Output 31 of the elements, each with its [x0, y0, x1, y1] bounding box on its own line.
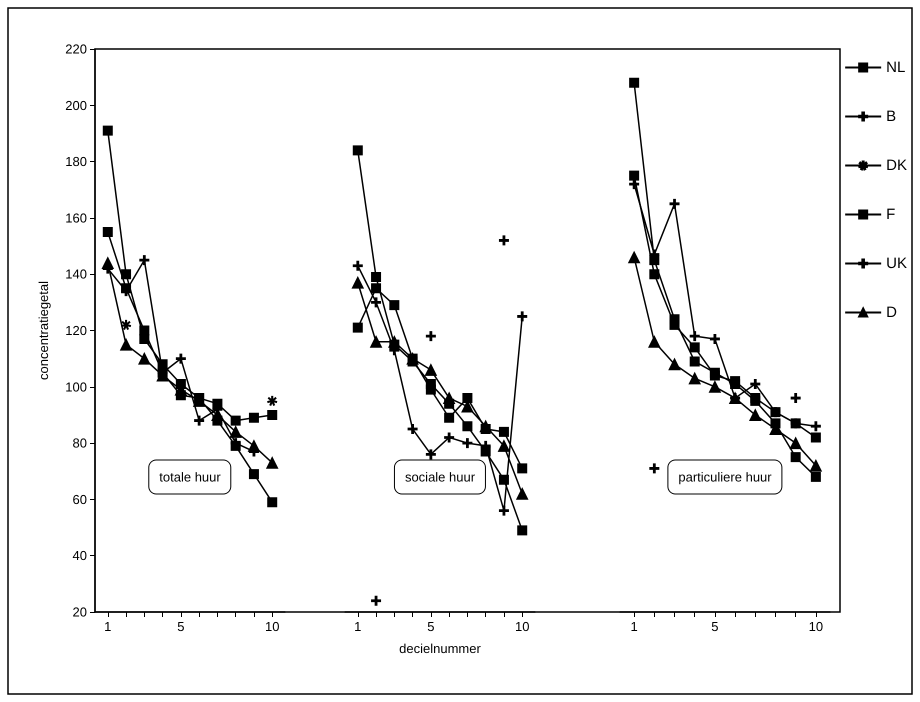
- legend-label: B: [886, 108, 896, 125]
- annotation: totale huur: [148, 459, 232, 494]
- x-tick-label: 5: [177, 619, 184, 634]
- legend-label: F: [886, 206, 896, 223]
- y-tick-label: 120: [65, 323, 87, 338]
- y-axis-title: concentratiegetal: [36, 280, 51, 380]
- x-tick-label: 10: [808, 619, 824, 634]
- x-tick-label: 5: [427, 619, 434, 634]
- y-tick-label: 180: [65, 154, 87, 170]
- x-tick-label: 1: [354, 619, 362, 634]
- y-tick-label: 40: [72, 548, 87, 564]
- y-tick-label: 20: [72, 604, 87, 620]
- x-axis-title: decielnummer: [399, 641, 482, 656]
- legend-label: D: [886, 304, 898, 321]
- y-tick-label: 100: [65, 379, 87, 394]
- annotation: sociale huur: [394, 459, 486, 494]
- y-tick-label: 200: [65, 98, 87, 113]
- y-tick-label: 160: [65, 210, 87, 226]
- x-tick-label: 5: [711, 619, 719, 634]
- annotation: particuliere huur: [667, 459, 783, 494]
- legend-label: UK: [886, 255, 908, 272]
- y-tick-label: 220: [65, 42, 87, 56]
- y-tick-label: 80: [72, 436, 87, 451]
- legend-label: DK: [886, 157, 908, 174]
- y-tick-label: 140: [65, 266, 87, 282]
- x-tick-label: 10: [514, 619, 530, 634]
- x-tick-label: 10: [264, 619, 280, 634]
- x-tick-label: 1: [104, 619, 112, 634]
- y-tick-label: 60: [72, 492, 87, 507]
- x-tick-label: 1: [630, 619, 638, 634]
- legend-label: NL: [886, 59, 906, 76]
